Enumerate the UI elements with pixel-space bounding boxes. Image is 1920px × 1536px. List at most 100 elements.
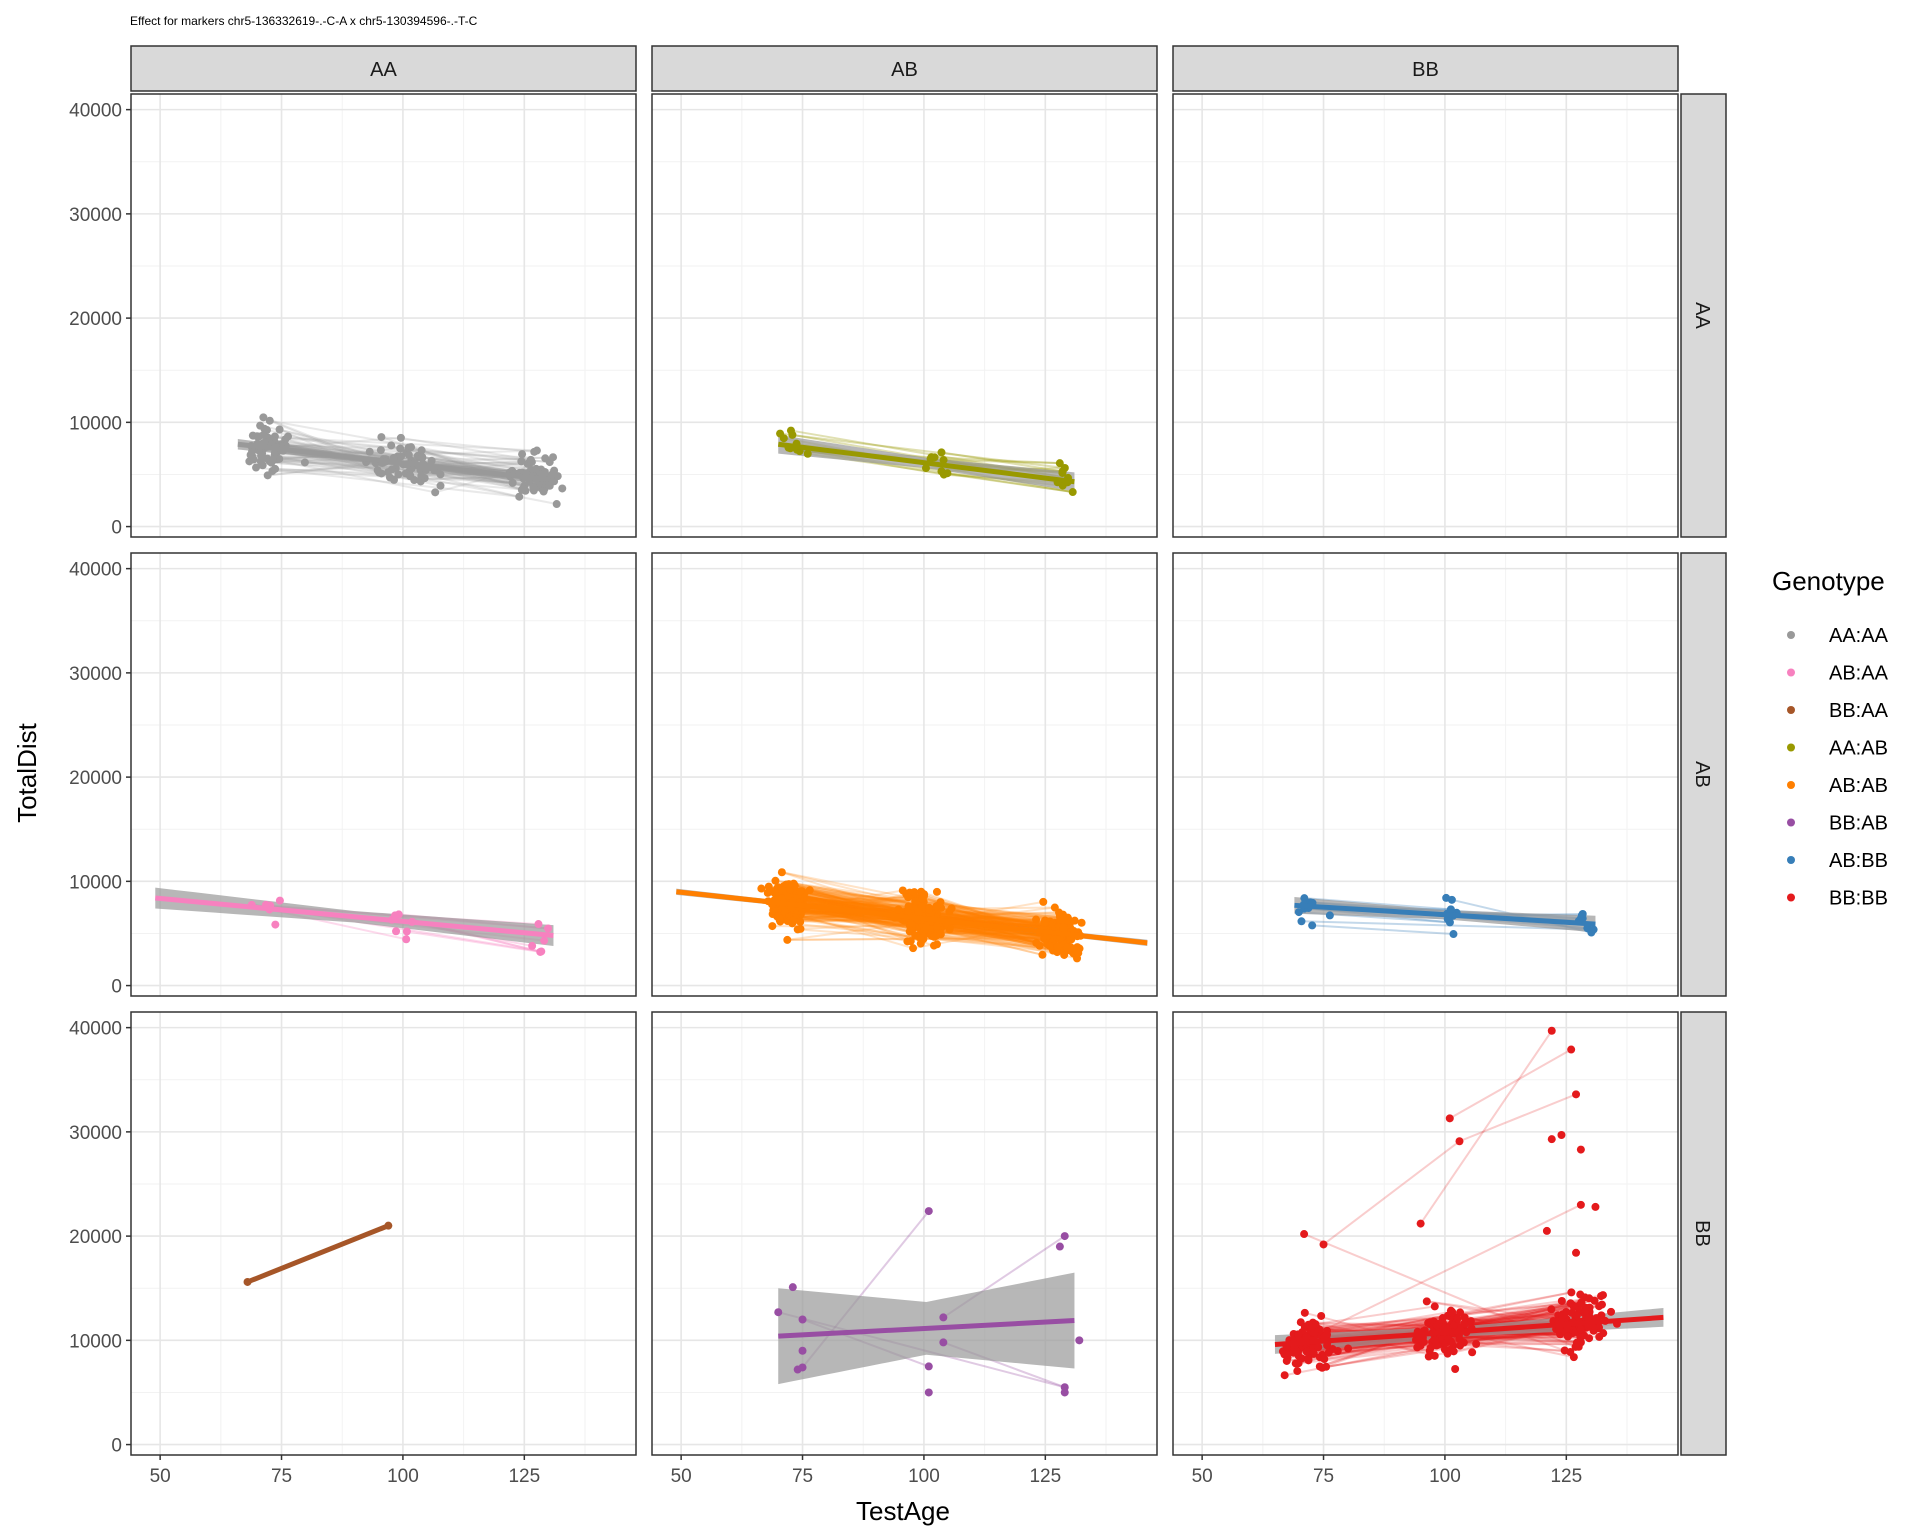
data-point	[932, 887, 941, 896]
data-point	[1567, 1045, 1576, 1054]
trajectory-line	[267, 457, 436, 494]
data-point	[515, 492, 524, 501]
data-point	[1319, 1240, 1328, 1249]
trajectory-line	[1284, 1344, 1437, 1377]
data-point	[1294, 1330, 1303, 1339]
data-point	[257, 451, 266, 460]
trajectory-line	[785, 891, 912, 943]
column-strip-label: AB	[891, 59, 918, 81]
data-point	[1466, 1317, 1475, 1326]
panel-border	[1172, 552, 1679, 997]
data-point	[1344, 1344, 1353, 1353]
trajectory-line	[783, 897, 923, 917]
column-strip	[130, 45, 637, 92]
data-point	[1598, 1291, 1607, 1300]
data-point	[798, 1315, 807, 1324]
data-point	[947, 904, 956, 913]
data-point	[1302, 1347, 1311, 1356]
trajectory-line	[906, 893, 1066, 934]
data-point	[1300, 1230, 1309, 1239]
data-point	[417, 446, 426, 455]
data-point	[1035, 941, 1044, 950]
trend-line	[246, 1223, 390, 1285]
data-point	[1442, 893, 1451, 902]
series-ab-ab	[676, 868, 1148, 963]
data-point	[775, 914, 784, 923]
data-point	[911, 931, 920, 940]
data-point	[1060, 950, 1069, 959]
data-point	[275, 896, 284, 905]
data-point	[517, 485, 526, 494]
data-point	[1280, 1350, 1289, 1359]
y-tick-label: 20000	[69, 309, 122, 330]
data-point	[894, 905, 903, 914]
data-point	[385, 473, 394, 482]
y-tick-label: 30000	[69, 1123, 122, 1144]
data-point	[932, 902, 941, 911]
data-point	[407, 443, 416, 452]
panel-border	[651, 1011, 1158, 1456]
data-point	[268, 455, 277, 464]
data-point	[1453, 1314, 1462, 1323]
data-point	[803, 449, 812, 458]
trajectory-line	[1308, 1321, 1431, 1329]
data-point	[1053, 942, 1062, 951]
trajectory-line	[793, 908, 910, 922]
data-point	[767, 886, 776, 895]
data-point	[1302, 1333, 1311, 1342]
panel-aa-bb	[1173, 94, 1678, 537]
data-point	[402, 927, 411, 936]
y-tick-label: 10000	[69, 872, 122, 893]
y-tick-label: 0	[111, 977, 122, 998]
data-point	[774, 1308, 783, 1317]
data-point	[541, 454, 550, 463]
trajectory-line	[1459, 1093, 1577, 1143]
data-point	[262, 426, 271, 435]
data-point	[1300, 894, 1309, 903]
data-point	[404, 450, 413, 459]
data-point	[796, 887, 805, 896]
data-point	[376, 446, 385, 455]
trajectory-line	[406, 930, 541, 953]
trajectory-line	[930, 900, 1044, 923]
trajectory-line	[423, 461, 532, 466]
trajectory-line	[936, 925, 1048, 937]
row-strip-label: AB	[1691, 761, 1713, 788]
trajectory-line	[797, 896, 912, 911]
trajectory-line	[1309, 1203, 1582, 1338]
column-strip-label: BB	[1412, 59, 1439, 81]
trend-line	[778, 1318, 1075, 1339]
data-point	[1293, 1367, 1302, 1376]
x-tick-label: 75	[271, 1466, 292, 1487]
x-tick-label: 75	[1313, 1466, 1334, 1487]
y-tick-label: 20000	[69, 1227, 122, 1248]
data-point	[1433, 1321, 1442, 1330]
row-strip-label: AA	[1691, 302, 1713, 329]
data-point	[768, 922, 777, 931]
data-point	[1413, 1343, 1422, 1352]
series-aa-aa	[237, 413, 567, 509]
trajectory-line	[381, 436, 535, 453]
data-point	[1432, 1341, 1441, 1350]
axes-layer: 0 10000 20000 30000 40000 0 10000 20000 30000 400…	[69, 101, 1582, 1487]
data-point	[540, 936, 549, 945]
data-point	[1060, 1388, 1069, 1397]
trajectory-line	[796, 898, 913, 931]
trajectory-line	[258, 435, 537, 452]
panel-aa-ab	[652, 94, 1157, 537]
column-strip-label: AA	[370, 59, 397, 81]
data-point	[527, 458, 536, 467]
data-point	[939, 1338, 948, 1347]
trajectory-line	[281, 443, 398, 458]
data-point	[939, 1313, 948, 1322]
panels-layer	[130, 93, 1679, 1456]
y-tick-label: 0	[111, 1436, 122, 1457]
data-point	[284, 432, 293, 441]
series-aa-ab	[776, 426, 1077, 497]
trajectory-line	[943, 459, 1060, 465]
legend-key-bb-ab	[1787, 818, 1795, 827]
data-point	[532, 464, 541, 473]
data-point	[911, 897, 920, 906]
data-point	[518, 450, 527, 459]
data-point	[1576, 1145, 1585, 1154]
